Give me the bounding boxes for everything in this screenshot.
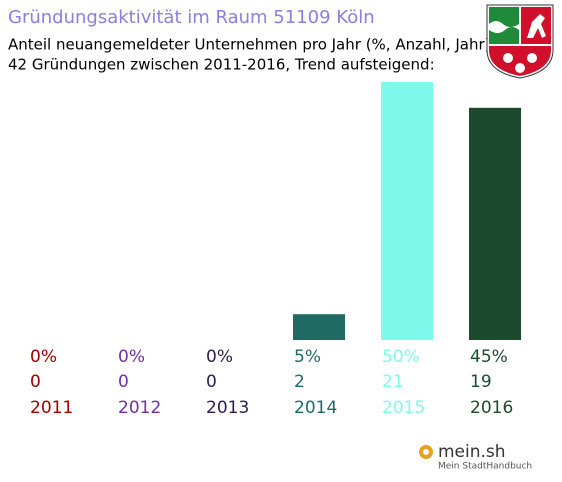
chart-title: Gründungsaktivität im Raum 51109 Köln: [8, 7, 375, 28]
value-label: 45%: [470, 347, 508, 367]
bar: [381, 82, 433, 340]
count-label: 0: [30, 372, 41, 392]
x-tick-label: 2013: [206, 398, 249, 418]
subtitle: Anteil neuangemeldeter Unternehmen pro J…: [8, 36, 491, 54]
bar: [293, 314, 345, 340]
footer-logo: mein.sh Mein StadtHandbuch: [419, 442, 532, 472]
subtitle: 42 Gründungen zwischen 2011-2016, Trend …: [8, 56, 435, 74]
bar: [469, 107, 521, 340]
x-tick-label: 2011: [30, 398, 73, 418]
x-tick-label: 2014: [294, 398, 337, 418]
count-label: 2: [294, 372, 305, 392]
count-label: 0: [118, 372, 129, 392]
count-label: 21: [382, 372, 404, 392]
value-label: 0%: [118, 347, 145, 367]
coat-of-arms: [486, 4, 554, 79]
count-label: 19: [470, 372, 492, 392]
x-tick-label: 2016: [470, 398, 513, 418]
logo-tagline: Mein StadtHandbuch: [438, 462, 532, 472]
value-label: 0%: [206, 347, 233, 367]
x-tick-label: 2012: [118, 398, 161, 418]
logo-text: mein.sh: [438, 442, 506, 462]
x-tick-label: 2015: [382, 398, 425, 418]
count-label: 0: [206, 372, 217, 392]
value-label: 5%: [294, 347, 321, 367]
value-label: 0%: [30, 347, 57, 367]
value-label: 50%: [382, 347, 420, 367]
